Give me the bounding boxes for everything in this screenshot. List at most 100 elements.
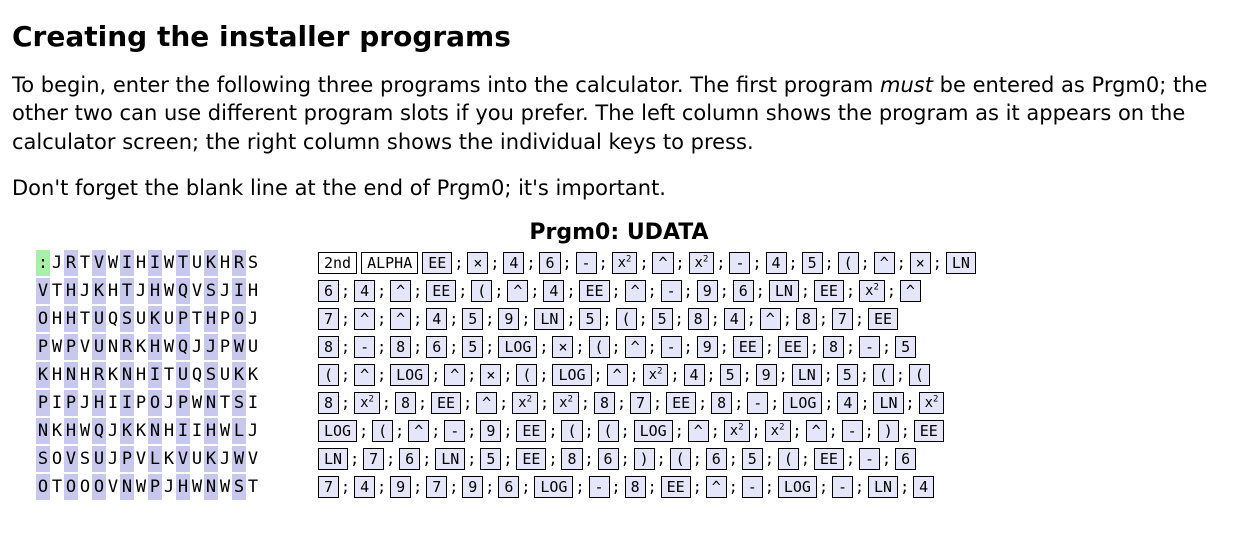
key-separator: ; bbox=[339, 361, 354, 389]
calc-key: LOG bbox=[534, 476, 573, 498]
key-sequence: 2nd ALPHA EE;×;4;6;-;x2;^;x2;-;4;5;(;^;×… bbox=[318, 249, 976, 277]
screen-char: H bbox=[204, 306, 218, 332]
screen-char: I bbox=[120, 250, 134, 276]
key-separator: ; bbox=[799, 277, 814, 305]
key-separator: ; bbox=[763, 473, 778, 501]
calc-key: x2 bbox=[612, 252, 638, 274]
key-sequence: (;^;LOG;^;×;(;LOG;^;x2;4;5;9;LN;5;(;( bbox=[318, 361, 930, 389]
calc-key: ^ bbox=[874, 252, 895, 274]
calc-key: 4 bbox=[426, 308, 447, 330]
key-separator: ; bbox=[583, 445, 598, 473]
screen-char: J bbox=[218, 446, 232, 472]
calc-key: 2nd bbox=[318, 252, 357, 274]
calc-key: EE bbox=[814, 448, 844, 470]
screen-char: N bbox=[148, 418, 162, 444]
key-separator: ; bbox=[895, 249, 910, 277]
key-separator: ; bbox=[859, 249, 874, 277]
calc-key: 6 bbox=[426, 336, 447, 358]
key-separator: ; bbox=[452, 249, 467, 277]
key-separator: ; bbox=[538, 389, 553, 417]
screen-char: K bbox=[50, 418, 64, 444]
key-separator: ; bbox=[899, 417, 914, 445]
key-separator: ; bbox=[817, 305, 832, 333]
key-separator: ; bbox=[610, 473, 625, 501]
screen-char: T bbox=[190, 306, 204, 332]
calc-key: ) bbox=[634, 448, 655, 470]
calc-key: - bbox=[859, 336, 880, 358]
screen-char: K bbox=[204, 446, 218, 472]
calc-key: 4 bbox=[354, 476, 375, 498]
key-separator: ; bbox=[583, 417, 598, 445]
screen-char: J bbox=[246, 306, 260, 332]
key-separator: ; bbox=[375, 333, 390, 361]
screen-char: N bbox=[120, 362, 134, 388]
key-separator: ; bbox=[411, 277, 426, 305]
key-sequence: LOG;(;^;-;9;EE;(;(;LOG;^;x2;x2;^;-;);EE bbox=[318, 417, 944, 445]
screen-char: O bbox=[50, 446, 64, 472]
screen-char: S bbox=[204, 278, 218, 304]
key-separator: ; bbox=[655, 445, 670, 473]
screen-char: I bbox=[190, 418, 204, 444]
screen-char: J bbox=[204, 334, 218, 360]
key-separator: ; bbox=[787, 249, 802, 277]
code-row: KHNHRKNHITUQSUKK(;^;LOG;^;×;(;LOG;^;x2;4… bbox=[36, 361, 1226, 389]
screen-char: K bbox=[134, 418, 148, 444]
calc-key: ^ bbox=[625, 280, 646, 302]
screen-char: T bbox=[50, 278, 64, 304]
calc-key: 7 bbox=[426, 476, 447, 498]
screen-display: VTHJKHTJHWQVSJIH bbox=[36, 278, 296, 304]
key-separator: ; bbox=[357, 417, 372, 445]
key-separator: ; bbox=[637, 305, 652, 333]
screen-char: H bbox=[50, 306, 64, 332]
paragraph-1: To begin, enter the following three prog… bbox=[12, 71, 1226, 156]
key-separator: ; bbox=[524, 249, 539, 277]
calc-key: - bbox=[859, 448, 880, 470]
screen-char: U bbox=[176, 362, 190, 388]
calc-key: 5 bbox=[802, 252, 823, 274]
key-separator: ; bbox=[880, 333, 895, 361]
calc-key: - bbox=[729, 252, 750, 274]
calc-key: ^ bbox=[390, 280, 411, 302]
calc-key: ^ bbox=[354, 308, 375, 330]
key-separator: ; bbox=[705, 361, 720, 389]
calc-key: ^ bbox=[476, 392, 497, 414]
key-separator: ; bbox=[497, 389, 512, 417]
key-separator: ; bbox=[637, 249, 652, 277]
screen-char: H bbox=[218, 250, 232, 276]
code-row: OHHTUQSUKUPTHPOJ7;^;^;4;5;9;LN;5;(;5;8;4… bbox=[36, 305, 1226, 333]
screen-char: I bbox=[246, 390, 260, 416]
screen-char: W bbox=[162, 278, 176, 304]
key-separator: ; bbox=[651, 389, 666, 417]
calc-key: x2 bbox=[859, 280, 885, 302]
key-separator: ; bbox=[858, 389, 873, 417]
key-separator: ; bbox=[844, 277, 859, 305]
screen-display: NKHWQJKKNHIIHWLJ bbox=[36, 418, 296, 444]
calc-key: ( bbox=[616, 308, 637, 330]
key-separator: ; bbox=[411, 473, 426, 501]
calc-key: ^ bbox=[760, 308, 781, 330]
key-separator: ; bbox=[483, 333, 498, 361]
screen-char: H bbox=[148, 278, 162, 304]
calc-key: × bbox=[552, 336, 573, 358]
key-separator: ; bbox=[858, 361, 873, 389]
screen-char: J bbox=[190, 334, 204, 360]
key-separator: ; bbox=[483, 305, 498, 333]
key-separator: ; bbox=[461, 389, 476, 417]
key-separator: ; bbox=[546, 445, 561, 473]
calc-key: LN bbox=[873, 392, 903, 414]
screen-char: W bbox=[232, 334, 246, 360]
key-separator: ; bbox=[763, 333, 778, 361]
calc-key: x2 bbox=[724, 420, 750, 442]
key-separator: ; bbox=[777, 361, 792, 389]
screen-char: W bbox=[106, 250, 120, 276]
calc-key: 9 bbox=[480, 420, 501, 442]
key-separator: ; bbox=[691, 445, 706, 473]
key-separator: ; bbox=[339, 333, 354, 361]
key-separator: ; bbox=[853, 473, 868, 501]
key-separator: ; bbox=[827, 417, 842, 445]
screen-char: V bbox=[64, 446, 78, 472]
calc-key: x2 bbox=[643, 364, 669, 386]
calc-key: 7 bbox=[318, 308, 339, 330]
screen-char: H bbox=[162, 418, 176, 444]
calc-key: 6 bbox=[318, 280, 339, 302]
